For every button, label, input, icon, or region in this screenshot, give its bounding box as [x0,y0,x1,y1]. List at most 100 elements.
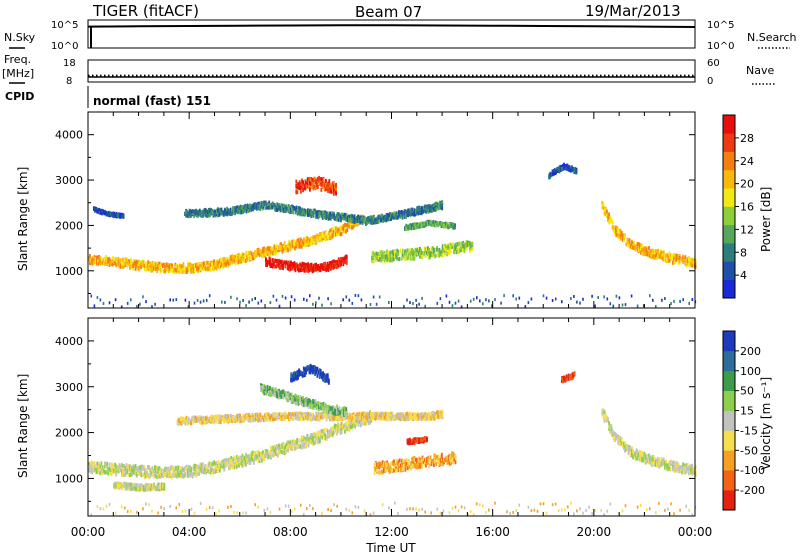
scatter-cell [607,218,609,223]
scatter-cell [320,187,323,192]
scatter-cell [173,268,176,273]
scatter-cell [273,448,276,453]
scatter-cell [429,253,432,258]
scatter-cell [335,214,338,219]
scatter-cell [274,203,276,208]
scatter-cell [453,225,455,230]
scatter-cell [350,425,353,429]
scatter-cell [444,245,446,250]
near-range-cell [281,294,284,298]
scatter-cell [226,210,228,215]
scatter-cell [316,267,319,272]
scatter-cell [106,212,109,217]
scatter-cell [344,429,346,434]
near-range-cell [360,298,363,302]
scatter-cell [240,456,243,461]
scatter-cell [374,220,376,225]
scatter-cell [330,189,333,194]
scatter-cell [189,267,192,272]
colorbar-swatch [723,133,735,152]
scatter-cell [296,267,299,272]
scatter-cell [165,472,168,477]
scatter-cell [288,244,291,249]
scatter-cell [298,438,301,443]
scatter-cell [287,204,290,209]
scatter-cell [634,245,637,250]
scatter-cell [140,464,143,469]
scatter-cell [232,457,235,461]
scatter-cell [371,220,374,225]
scatter-cell [108,462,111,467]
scatter-cell [196,464,198,469]
scatter-cell [96,209,99,214]
scatter-cell [225,208,227,213]
scatter-cell [167,267,170,271]
scatter-cell [238,413,240,418]
scatter-cell [222,212,225,217]
scatter-cell [328,261,331,266]
scatter-cell [353,223,355,228]
near-range-cell [479,299,481,303]
scatter-cell [392,213,395,218]
near-range-cell [561,300,563,304]
scatter-cell [200,266,203,271]
scatter-cell [461,242,463,247]
scatter-cell [224,463,227,468]
scatter-cell [234,261,237,266]
scatter-cell [239,461,242,466]
scatter-cell [276,260,279,265]
scatter-cell [89,261,91,265]
scatter-cell [187,468,189,473]
scatter-cell [198,211,201,216]
scatter-cell [439,205,441,210]
scatter-cell [330,235,333,240]
scatter-cell [233,418,236,423]
scatter-cell [196,262,198,267]
scatter-cell [276,453,279,458]
cpid-label: CPID [5,90,34,103]
scatter-cell [391,214,393,219]
near-range-cell [327,297,329,301]
scatter-cell [665,258,667,263]
scatter-cell [195,212,198,217]
scatter-cell [269,413,272,418]
scatter-cell [338,423,341,428]
scatter-cell [290,260,292,265]
scatter-cell [321,233,324,238]
scatter-cell [613,230,616,235]
scatter-cell [314,186,317,191]
scatter-cell [222,257,225,262]
scatter-cell [332,184,335,189]
scatter-cell [313,237,316,242]
scatter-cell [279,207,282,212]
scatter-cell [221,460,223,465]
scatter-cell [282,203,284,208]
scatter-cell [131,265,133,270]
scatter-cell [197,269,200,274]
scatter-cell [338,227,341,232]
scatter-cell [357,420,360,425]
scatter-cell [149,468,152,473]
near-range-cell [96,296,99,300]
near-range-cell [485,298,487,302]
noise-right-label: N.Search [747,31,797,44]
scatter-cell [220,264,222,268]
scatter-cell [440,224,443,228]
scatter-cell [305,181,308,186]
scatter-cell [305,415,307,420]
near-range-cell [260,299,263,303]
scatter-cell [252,416,255,421]
scatter-cell [132,468,135,473]
scatter-cell [284,205,287,209]
scatter-cell [264,453,267,458]
scatter-cell [303,183,306,188]
scatter-cell [559,165,562,170]
scatter-cell [122,264,124,269]
scatter-cell [246,454,248,459]
scatter-cell [642,252,645,257]
scatter-cell [321,216,324,220]
scatter-cell [151,466,154,471]
scatter-cell [273,251,276,256]
scatter-cell [416,251,419,256]
scatter-cell [568,165,571,170]
